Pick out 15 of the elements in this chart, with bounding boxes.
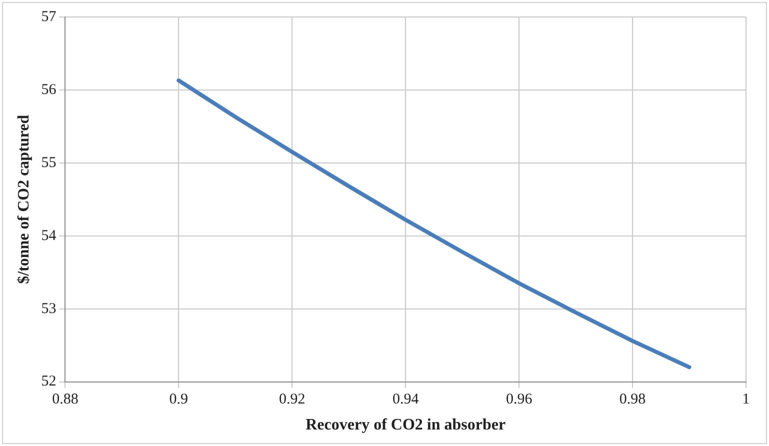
x-tick-label: 0.96 <box>506 392 533 408</box>
x-tick-label: 1 <box>742 392 750 408</box>
x-axis-title: Recovery of CO2 in absorber <box>306 416 506 434</box>
y-tick-label: 57 <box>41 8 57 25</box>
y-tick-label: 55 <box>41 154 56 171</box>
y-tick-label: 53 <box>41 300 56 317</box>
x-tick-label: 0.9 <box>169 392 188 408</box>
x-tick-label: 0.92 <box>279 392 306 408</box>
y-tick-label: 54 <box>41 228 57 244</box>
y-tick-label: 56 <box>41 82 57 98</box>
y-tick-label: 52 <box>41 374 56 390</box>
x-tick-label: 0.94 <box>392 392 420 408</box>
x-tick-label: 0.88 <box>52 392 78 408</box>
y-axis-title: $/tonne of CO2 captured <box>16 114 33 284</box>
x-tick-label: 0.98 <box>619 392 646 408</box>
